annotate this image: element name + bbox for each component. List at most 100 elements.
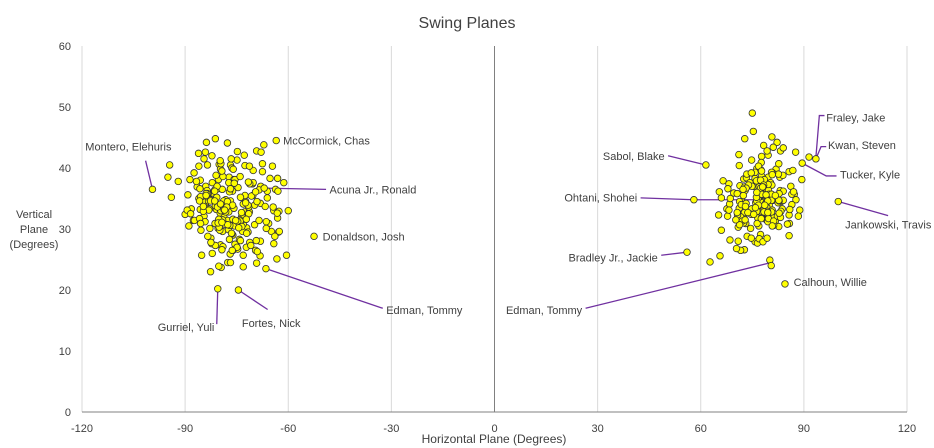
point-label: Jankowski, Travis: [845, 220, 932, 232]
data-point: [184, 191, 192, 199]
point-label: Acuna Jr., Ronald: [330, 184, 417, 196]
labeled-data-point: [805, 153, 813, 161]
data-point: [735, 221, 744, 229]
data-point: [783, 220, 792, 228]
data-point: [194, 149, 203, 158]
data-point: [237, 208, 246, 217]
data-point: [229, 165, 237, 173]
y-tick-label: 0: [65, 407, 71, 419]
data-point: [208, 178, 216, 187]
y-axis-label-line-3: (Degrees): [10, 239, 59, 251]
data-point: [207, 238, 215, 247]
x-axis-label: Horizontal Plane (Degrees): [422, 432, 567, 446]
data-points: [148, 109, 842, 294]
data-point: [196, 219, 205, 228]
leader-line: [815, 145, 827, 160]
point-label: Edman, Tommy: [386, 305, 463, 317]
data-point: [715, 188, 724, 196]
data-point: [714, 211, 723, 219]
data-point: [263, 194, 271, 202]
data-point: [218, 167, 226, 175]
data-point: [748, 109, 757, 117]
data-point: [190, 169, 198, 177]
point-label: Sabol, Blake: [603, 151, 665, 163]
x-tick-label: -60: [280, 423, 296, 435]
data-point: [275, 227, 284, 236]
data-point: [212, 171, 220, 180]
data-point: [192, 177, 201, 186]
data-point: [225, 235, 234, 244]
leader-line: [801, 162, 837, 177]
data-point: [230, 179, 238, 187]
point-label: Calhoun, Willie: [794, 277, 867, 289]
data-point: [273, 174, 282, 183]
data-point: [749, 210, 758, 219]
data-point: [236, 193, 245, 201]
data-point: [741, 135, 749, 143]
point-label: Fraley, Jake: [826, 112, 885, 124]
point-label: Tucker, Kyle: [840, 170, 900, 182]
data-point: [763, 234, 771, 242]
data-point: [197, 251, 206, 259]
data-point: [716, 252, 724, 260]
labeled-data-point: [272, 136, 280, 145]
data-point: [271, 232, 279, 241]
data-point: [258, 160, 267, 168]
data-point: [164, 173, 172, 181]
data-point: [775, 160, 783, 168]
y-tick-label: 20: [59, 285, 71, 297]
data-point: [775, 209, 783, 217]
data-point: [759, 141, 768, 150]
data-point: [266, 174, 274, 183]
data-point: [717, 226, 726, 234]
data-point: [758, 183, 767, 191]
data-point: [204, 232, 212, 241]
labeled-data-point: [812, 155, 820, 163]
axes: -120 -90 -60 -30 0 30 60 90 120 0 10 20 30 40 50 60: [59, 41, 916, 435]
data-point: [206, 268, 215, 276]
data-point: [195, 197, 204, 205]
data-point: [733, 189, 741, 198]
data-point: [280, 178, 288, 187]
data-point: [236, 236, 245, 245]
point-label: Gurriel, Yuli: [158, 322, 215, 334]
data-point: [197, 226, 205, 234]
leader-line: [216, 288, 219, 325]
x-tick-label: 0: [491, 423, 497, 435]
leader-line: [238, 289, 268, 311]
y-tick-label: 40: [59, 163, 71, 175]
data-point: [768, 171, 776, 179]
labeled-data-point: [262, 264, 270, 273]
data-point: [218, 218, 226, 226]
data-point: [203, 161, 212, 169]
data-point: [241, 199, 250, 207]
leader-line: [265, 268, 383, 309]
data-point: [779, 144, 787, 152]
data-point: [757, 214, 765, 223]
data-point: [245, 162, 254, 170]
data-point: [186, 210, 195, 218]
data-point: [202, 138, 211, 147]
data-point: [242, 229, 251, 237]
data-point: [206, 224, 214, 233]
data-point: [794, 212, 803, 220]
labeled-data-point: [148, 185, 157, 194]
data-point: [244, 178, 253, 186]
data-point: [235, 224, 243, 232]
y-tick-label: 50: [59, 102, 71, 114]
data-point: [760, 201, 769, 209]
data-point: [791, 148, 800, 156]
leader-line: [838, 200, 889, 217]
leader-line: [144, 160, 154, 190]
labeled-data-point: [781, 280, 789, 288]
point-label: Donaldson, Josh: [323, 231, 405, 243]
data-point: [252, 236, 260, 245]
data-point: [796, 206, 804, 214]
data-point: [227, 155, 235, 163]
data-point: [260, 141, 268, 149]
leader-line: [815, 114, 825, 158]
labeled-data-point: [260, 184, 268, 192]
data-point: [253, 197, 261, 206]
data-point: [706, 258, 714, 266]
